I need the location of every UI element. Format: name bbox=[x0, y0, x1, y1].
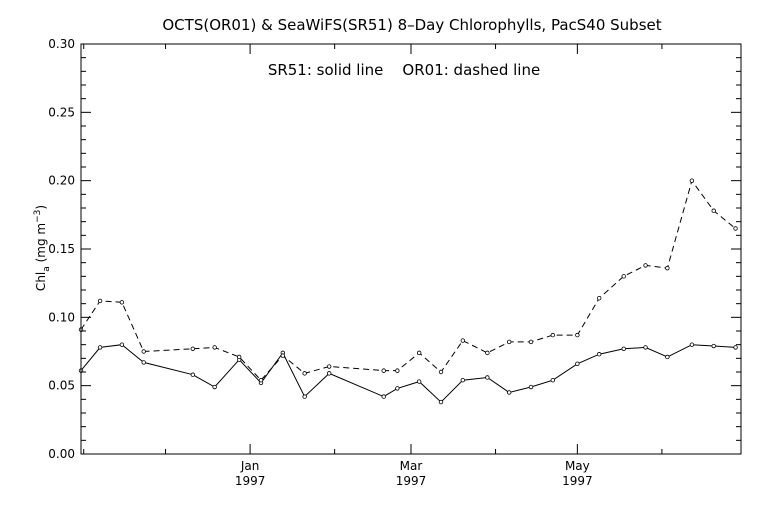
data-point-sr51 bbox=[302, 394, 307, 399]
series-layer bbox=[78, 178, 738, 405]
data-point-or01 bbox=[258, 378, 264, 383]
data-point-sr51 bbox=[395, 386, 400, 391]
data-point-or01 bbox=[711, 208, 716, 213]
data-point-or01 bbox=[302, 371, 307, 376]
data-point-or01 bbox=[381, 368, 386, 373]
data-point-or01 bbox=[438, 369, 444, 375]
data-point-or01 bbox=[550, 332, 556, 338]
y-axis-label: Chla (mg m−3) bbox=[33, 205, 52, 291]
data-point-or01 bbox=[460, 338, 466, 343]
data-point-sr51 bbox=[665, 354, 670, 360]
data-point-or01 bbox=[395, 368, 400, 373]
data-point-sr51 bbox=[711, 343, 716, 349]
data-point-or01 bbox=[326, 364, 332, 369]
y-tick-label: 0.10 bbox=[48, 310, 75, 324]
data-point-or01 bbox=[119, 300, 125, 305]
y-tick-label: 0.05 bbox=[48, 379, 75, 393]
data-point-sr51 bbox=[689, 342, 695, 347]
data-point-or01 bbox=[665, 265, 670, 271]
data-point-sr51 bbox=[381, 394, 386, 399]
y-axis-label-close: ) bbox=[34, 205, 48, 210]
data-point-sr51 bbox=[326, 371, 332, 376]
data-point-or01 bbox=[596, 296, 602, 301]
y-tick-label: 0.30 bbox=[48, 37, 75, 51]
x-tick-label-month: May bbox=[565, 459, 590, 473]
data-point-sr51 bbox=[97, 345, 103, 350]
data-point-or01 bbox=[689, 178, 695, 183]
data-point-sr51 bbox=[596, 352, 602, 357]
y-axis-label-main: Chl bbox=[34, 272, 48, 291]
data-point-or01 bbox=[528, 339, 534, 345]
data-point-or01 bbox=[236, 354, 242, 360]
y-axis-label-subscript: a bbox=[42, 266, 52, 272]
data-point-sr51 bbox=[733, 345, 738, 350]
y-tick-label: 0.00 bbox=[48, 447, 75, 461]
x-tick-label-year: 1997 bbox=[396, 474, 427, 488]
data-point-sr51 bbox=[212, 384, 217, 390]
y-tick-label: 0.20 bbox=[48, 174, 75, 188]
data-point-or01 bbox=[621, 274, 626, 279]
data-point-sr51 bbox=[190, 372, 196, 377]
data-point-or01 bbox=[280, 353, 286, 358]
data-point-or01 bbox=[485, 350, 490, 356]
y-axis-label-superscript: −3 bbox=[33, 210, 43, 223]
data-point-sr51 bbox=[485, 375, 490, 380]
data-point-sr51 bbox=[528, 384, 534, 390]
data-point-or01 bbox=[416, 350, 422, 356]
data-point-sr51 bbox=[643, 345, 648, 350]
data-point-or01 bbox=[141, 349, 146, 354]
plot-frame bbox=[80, 43, 742, 455]
series-line-or01 bbox=[80, 179, 736, 381]
data-point-or01 bbox=[733, 226, 738, 231]
data-point-sr51 bbox=[460, 378, 466, 383]
data-point-or01 bbox=[212, 345, 217, 350]
data-point-sr51 bbox=[119, 342, 125, 347]
data-point-or01 bbox=[643, 263, 648, 268]
axis-layer: 0.000.050.100.150.200.250.30Jan1997Mar19… bbox=[48, 37, 741, 488]
data-point-sr51 bbox=[575, 361, 580, 366]
data-point-sr51 bbox=[141, 360, 146, 365]
x-tick-label-month: Mar bbox=[400, 459, 423, 473]
data-point-or01 bbox=[506, 339, 512, 345]
data-point-sr51 bbox=[416, 379, 422, 384]
data-point-sr51 bbox=[621, 346, 626, 351]
data-point-sr51 bbox=[550, 378, 556, 383]
data-point-sr51 bbox=[438, 399, 444, 405]
x-tick-label-year: 1997 bbox=[562, 474, 593, 488]
data-point-or01 bbox=[190, 346, 196, 351]
data-point-or01 bbox=[97, 298, 103, 304]
data-point-or01 bbox=[575, 332, 580, 338]
x-tick-label-year: 1997 bbox=[235, 474, 266, 488]
chart-title: OCTS(OR01) & SeaWiFS(SR51) 8–Day Chlorop… bbox=[162, 16, 661, 34]
y-tick-label: 0.15 bbox=[48, 242, 75, 256]
y-tick-label: 0.25 bbox=[48, 105, 75, 119]
y-axis-label-units: (mg m bbox=[34, 223, 48, 266]
x-tick-label-month: Jan bbox=[240, 459, 260, 473]
series-style-annotation: SR51: solid line OR01: dashed line bbox=[268, 61, 540, 79]
data-point-sr51 bbox=[506, 390, 512, 395]
series-line-sr51 bbox=[80, 344, 736, 403]
